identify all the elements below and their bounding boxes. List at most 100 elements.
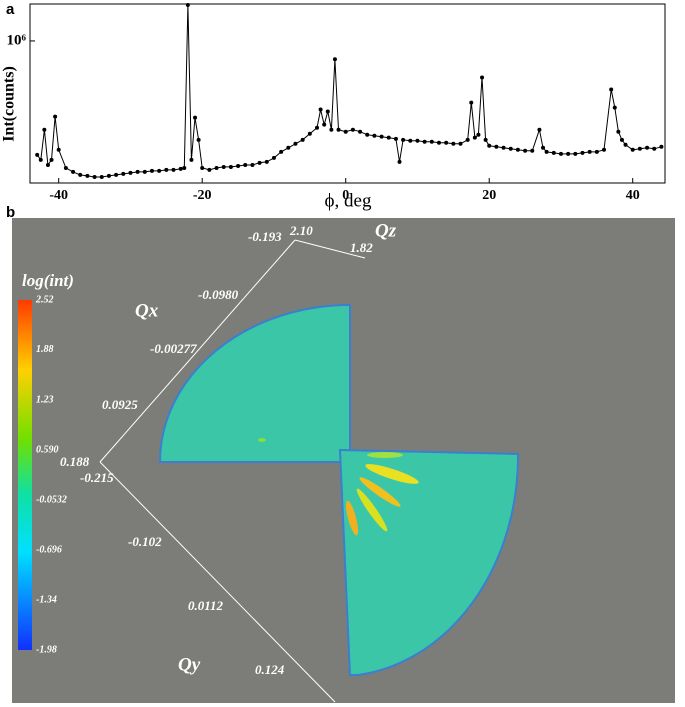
- data-point: [128, 170, 133, 175]
- data-point: [106, 173, 111, 178]
- data-point: [300, 137, 305, 142]
- colorbar-tick-label: -0.696: [36, 544, 62, 555]
- data-point: [279, 149, 284, 154]
- axis-name: Qy: [178, 654, 201, 675]
- data-point: [365, 132, 370, 137]
- data-point: [45, 162, 50, 167]
- data-point: [42, 127, 47, 132]
- lower-wedge: [338, 448, 520, 676]
- data-point: [185, 2, 190, 7]
- data-point: [386, 135, 391, 140]
- colorbar-tick-label: -0.0532: [36, 494, 67, 505]
- colorbar-tick-label: -1.34: [36, 595, 57, 606]
- data-point: [257, 160, 262, 165]
- data-point: [530, 148, 535, 153]
- x-tick-label: 0: [342, 188, 349, 203]
- data-point: [458, 141, 463, 146]
- axis-tick-label: -0.0980: [198, 287, 239, 302]
- data-point: [616, 129, 621, 134]
- data-point: [623, 142, 628, 147]
- data-point: [78, 172, 83, 177]
- axis-tick-label: 0.188: [60, 454, 90, 469]
- data-point: [487, 143, 492, 148]
- data-point: [652, 146, 657, 151]
- data-point: [379, 134, 384, 139]
- data-point: [480, 75, 485, 80]
- colorbar: [18, 300, 32, 650]
- data-point: [307, 131, 312, 136]
- data-point: [472, 135, 477, 140]
- data-point: [329, 127, 334, 132]
- colorbar-title: log(int): [22, 271, 74, 290]
- data-point: [189, 157, 194, 162]
- axis-tick-label: -0.00277: [150, 341, 197, 356]
- data-point: [135, 169, 140, 174]
- data-point: [49, 157, 54, 162]
- data-line: [36, 4, 662, 178]
- axis-tick-label: 0.0112: [188, 598, 224, 613]
- data-point: [483, 137, 488, 142]
- data-point: [573, 151, 578, 156]
- data-point: [149, 168, 154, 173]
- colorbar-tick-label: -1.98: [36, 644, 57, 655]
- streaks: [258, 438, 419, 536]
- axis-tick-label: 0.124: [255, 662, 285, 677]
- data-point: [221, 164, 226, 169]
- x-tick-label: 40: [626, 188, 640, 203]
- data-point: [85, 173, 90, 178]
- data-point: [541, 145, 546, 150]
- axis-tick-label: -0.102: [128, 534, 162, 549]
- data-point: [602, 147, 607, 152]
- data-point: [38, 157, 43, 162]
- data-point: [415, 138, 420, 143]
- data-point: [250, 162, 255, 167]
- data-point: [429, 139, 434, 144]
- data-point: [35, 152, 40, 157]
- data-point: [92, 175, 97, 180]
- data-point: [164, 167, 169, 172]
- y-tick-label: 10⁶: [7, 32, 27, 48]
- data-point: [580, 150, 585, 155]
- axis-tick-label: 0.0925: [102, 397, 138, 412]
- q-axes: [99, 239, 366, 703]
- data-point: [325, 109, 330, 114]
- data-point: [193, 115, 198, 120]
- data-point: [200, 165, 205, 170]
- data-point: [609, 87, 614, 92]
- data-point: [286, 145, 291, 150]
- data-point: [594, 149, 599, 154]
- data-point: [56, 147, 61, 152]
- data-point: [99, 175, 104, 180]
- data-point: [551, 150, 556, 155]
- data-point: [465, 137, 470, 142]
- data-point: [566, 151, 571, 156]
- data-point: [271, 155, 276, 160]
- data-point: [207, 167, 212, 172]
- data-point: [508, 146, 513, 151]
- x-tick-label: -20: [193, 188, 212, 203]
- data-point: [182, 165, 187, 170]
- colorbar-tick-label: 2.52: [35, 294, 54, 305]
- data-point: [322, 122, 327, 127]
- data-point: [612, 105, 617, 110]
- data-point: [196, 137, 201, 142]
- data-point: [637, 146, 642, 151]
- data-point: [71, 169, 76, 174]
- data-point: [236, 163, 241, 168]
- axis-tick-label: -0.215: [80, 470, 114, 485]
- data-point: [315, 125, 320, 130]
- data-point: [243, 162, 248, 167]
- data-point: [401, 137, 406, 142]
- data-point: [476, 132, 481, 137]
- data-point: [393, 136, 398, 141]
- data-point: [645, 145, 650, 150]
- data-point: [264, 159, 269, 164]
- data-point: [343, 129, 348, 134]
- data-point: [444, 140, 449, 145]
- x-tick-label: -40: [49, 188, 68, 203]
- data-point: [659, 144, 664, 149]
- colorbar-tick-label: 1.88: [36, 344, 54, 355]
- panel-label: b: [6, 204, 15, 221]
- x-tick-label: 20: [482, 188, 496, 203]
